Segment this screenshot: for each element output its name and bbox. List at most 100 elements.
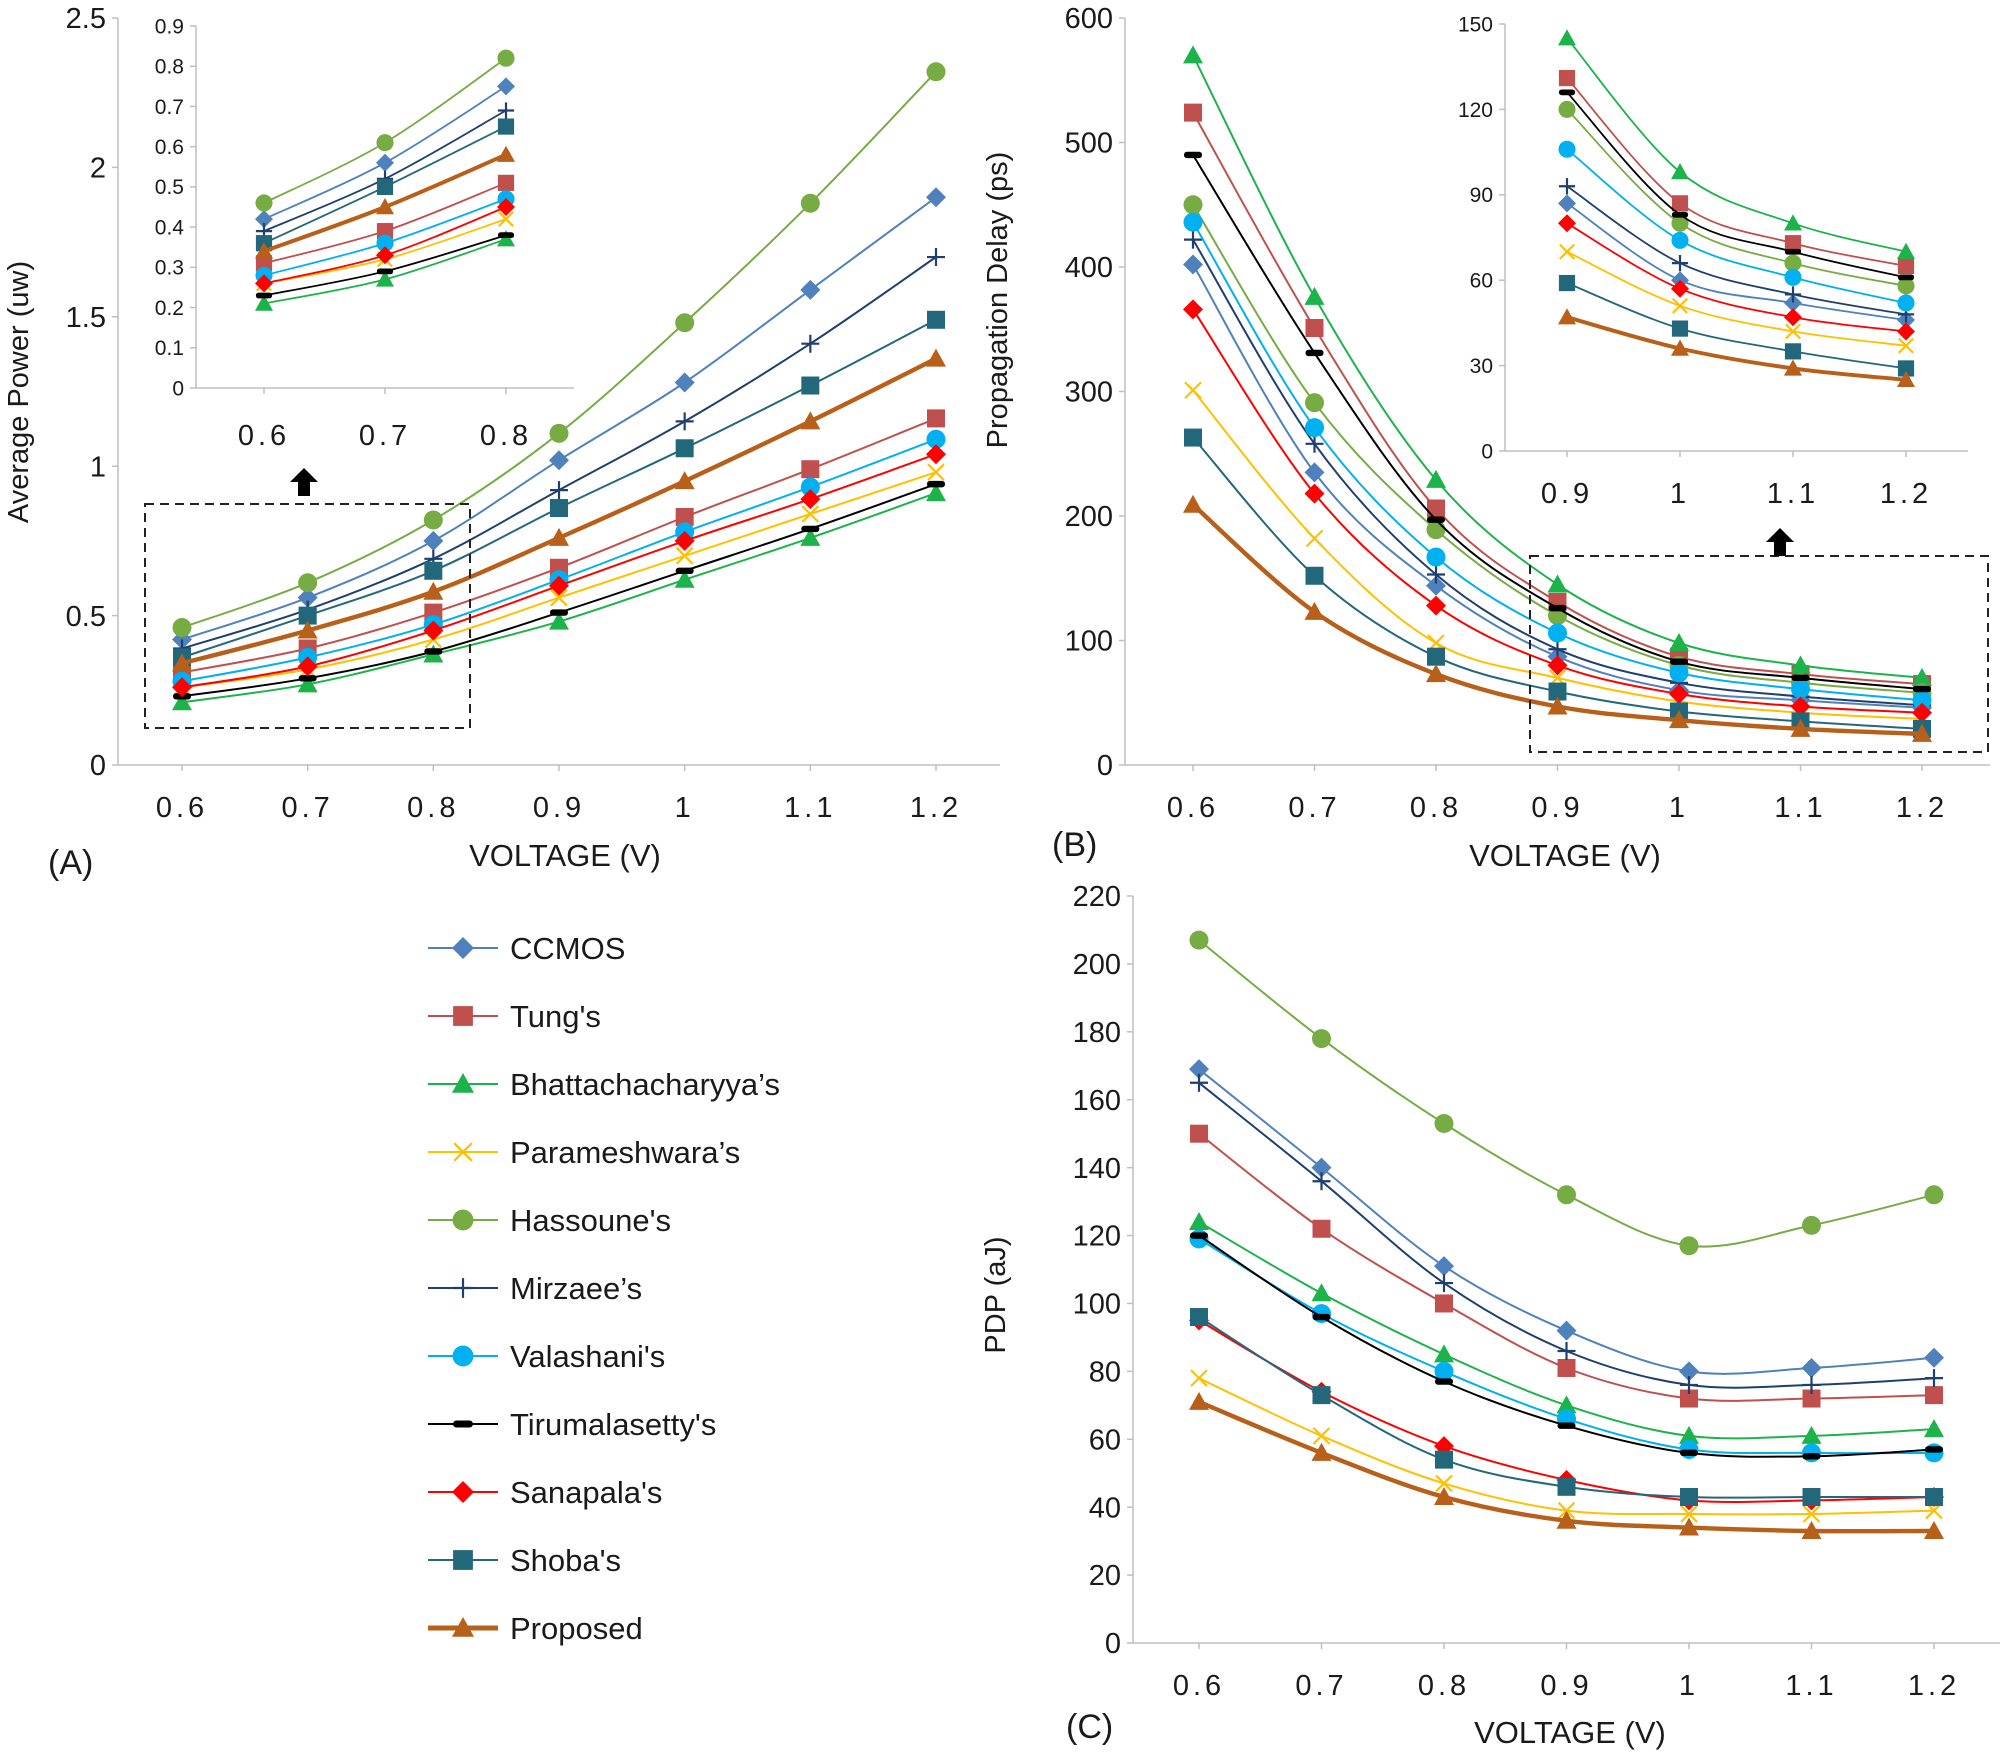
data-point (1790, 718, 1811, 737)
data-point (497, 145, 515, 162)
data-point (255, 294, 273, 311)
data-point (1189, 1391, 1209, 1410)
data-point (675, 507, 694, 526)
x-tick-label: 0.7 (1288, 792, 1340, 824)
data-point (1925, 1487, 1943, 1506)
y-tick-label: 140 (1073, 1153, 1121, 1185)
x-tick-label: 1.1 (1774, 792, 1826, 824)
series-bhattachacharyya-s (1558, 29, 1915, 259)
data-point (423, 620, 444, 641)
data-point (1190, 1369, 1208, 1387)
series-line (1566, 315, 1907, 382)
data-point (1671, 279, 1689, 298)
data-point (1671, 195, 1689, 212)
data-point (1434, 1486, 1454, 1505)
data-point (1426, 575, 1446, 596)
data-point (1183, 195, 1203, 215)
data-point (297, 656, 318, 677)
data-point (1190, 1232, 1208, 1239)
x-tick-label: 1.1 (1785, 1670, 1837, 1702)
data-point (927, 480, 945, 488)
panel-label-a: (A) (48, 844, 93, 882)
data-point (1189, 1059, 1209, 1080)
data-point (298, 606, 317, 625)
data-point (1547, 696, 1568, 715)
data-point (1897, 274, 1915, 281)
inset-indicators (144, 468, 1989, 753)
data-point (423, 510, 443, 530)
data-point (1784, 308, 1802, 327)
x-tick-label: 1.2 (1880, 478, 1932, 510)
data-point (1183, 45, 1203, 64)
data-point (1312, 1172, 1331, 1191)
data-point (800, 411, 821, 430)
series-tung-s (1190, 1124, 1943, 1408)
y-tick-label: 220 (1073, 881, 1121, 913)
series-tung-s (1184, 103, 1931, 694)
x-tick-label: 1.1 (1767, 478, 1819, 510)
data-point (1426, 547, 1446, 567)
series-proposed (172, 348, 946, 672)
data-point (1547, 574, 1568, 593)
data-point (550, 481, 568, 500)
data-point (1557, 1501, 1576, 1520)
data-point (423, 530, 444, 551)
legend-marker (452, 1073, 474, 1093)
data-point (801, 525, 820, 533)
series-sanapala-s (1183, 299, 1932, 723)
legend-item-mirzaee-s: Mirzaee’s (428, 1271, 642, 1306)
y-tick-label: 20 (1089, 1560, 1121, 1592)
series-proposed (255, 145, 515, 259)
legend-marker (453, 1278, 473, 1298)
data-point (1785, 323, 1801, 340)
charts-layer: 0 0.5 1 1.5 2 2.5 0.6 0.7 0.8 0.9 1 1.1 1.2 VOLTAGE (… (3, 3, 2000, 1750)
data-point (1671, 255, 1689, 272)
legend-item-valashani-s: Valashani's (428, 1339, 665, 1374)
x-tick-label: 1 (1679, 1670, 1699, 1702)
series-proposed (1189, 1391, 1944, 1539)
data-point (1548, 682, 1567, 701)
data-point (1801, 1520, 1822, 1539)
data-point (1557, 1358, 1576, 1377)
x-tick-label: 0.6 (156, 792, 208, 824)
series-line (1566, 77, 1907, 267)
data-point (1558, 178, 1576, 195)
data-point (674, 372, 695, 393)
data-point (801, 376, 820, 395)
legend-item-sanapala-s: Sanapala's (428, 1475, 662, 1510)
data-point (1912, 690, 1932, 710)
legend-marker (453, 1142, 473, 1162)
data-point (1802, 1443, 1821, 1463)
data-point (800, 193, 820, 213)
data-point (497, 49, 515, 67)
data-point (255, 242, 273, 259)
data-point (1190, 1073, 1208, 1092)
y-tick-label: 500 (1065, 128, 1113, 160)
data-point (255, 210, 273, 229)
data-point (1548, 640, 1567, 659)
series-sanapala-s (172, 444, 946, 698)
data-point (497, 232, 515, 239)
series-bhattachacharyya-s (1183, 45, 1932, 686)
data-point (550, 588, 568, 607)
data-point (1671, 339, 1689, 356)
data-point (549, 575, 569, 596)
series-line (1566, 37, 1907, 253)
data-point (1898, 337, 1914, 354)
data-point (1435, 1450, 1453, 1469)
x-tick-label: 0.6 (1173, 1670, 1225, 1702)
data-point (1784, 248, 1802, 255)
data-point (1925, 1369, 1943, 1388)
legend-item-shoba-s: Shoba's (428, 1543, 621, 1578)
data-point (1790, 696, 1811, 717)
series-hassoune-s (255, 49, 515, 212)
legend-marker (453, 1006, 473, 1026)
legend-label: Valashani's (510, 1339, 665, 1374)
arrow-up-icon-a (290, 468, 318, 496)
series-line (1566, 282, 1907, 370)
data-point (927, 248, 945, 267)
data-point (376, 270, 394, 287)
data-point (1802, 1215, 1821, 1235)
x-tick-label: 1.2 (1896, 792, 1948, 824)
data-point (1925, 1446, 1943, 1453)
